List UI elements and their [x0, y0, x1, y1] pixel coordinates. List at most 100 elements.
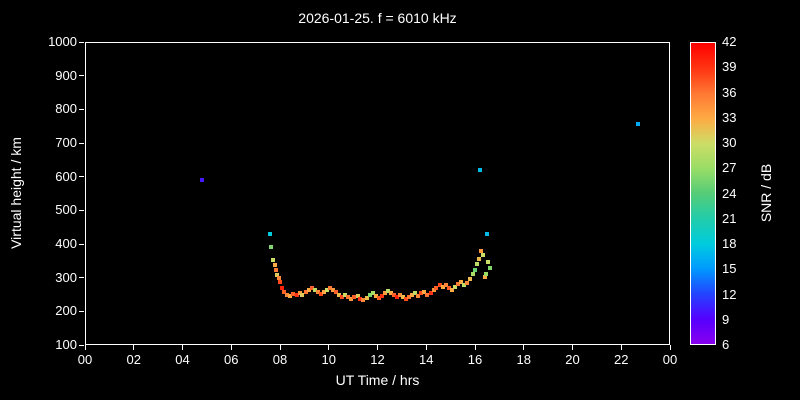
- data-point: [278, 280, 283, 285]
- y-tick-label: 1000: [48, 34, 77, 49]
- data-point: [485, 231, 490, 236]
- data-point: [268, 231, 273, 236]
- colorbar-tick-label: 36: [722, 84, 737, 100]
- y-tick: [79, 75, 84, 77]
- x-tick: [425, 345, 427, 350]
- data-point: [479, 249, 484, 254]
- data-point: [379, 293, 384, 298]
- colorbar-tick-label: 42: [722, 34, 737, 49]
- x-tick-label: 16: [467, 352, 483, 367]
- data-point: [297, 291, 302, 296]
- colorbar-tick-label: 6: [722, 337, 730, 352]
- x-tick-label: 12: [370, 352, 385, 367]
- data-point: [331, 288, 336, 293]
- data-point: [404, 296, 409, 301]
- x-tick: [182, 345, 183, 350]
- y-tick: [79, 108, 84, 110]
- data-point: [343, 292, 348, 297]
- colorbar-tick-label: 39: [722, 59, 737, 75]
- y-tick-label: 200: [55, 303, 77, 319]
- data-point: [477, 167, 482, 172]
- data-point: [294, 293, 299, 298]
- data-point: [453, 285, 457, 290]
- x-tick: [377, 345, 378, 350]
- data-point: [321, 289, 326, 294]
- y-tick: [79, 243, 84, 245]
- data-point: [480, 253, 485, 258]
- x-tick-label: 14: [419, 352, 434, 367]
- data-point: [431, 288, 436, 293]
- data-point: [382, 291, 387, 296]
- data-point: [364, 295, 369, 300]
- x-tick: [133, 345, 135, 350]
- data-point: [349, 296, 354, 301]
- chart-title: 2026-01-25. f = 6010 kHz: [298, 10, 457, 26]
- data-point: [273, 268, 278, 273]
- data-point: [361, 297, 366, 302]
- x-tick-label: 22: [614, 352, 629, 367]
- data-point: [276, 276, 281, 281]
- data-point: [468, 277, 473, 281]
- data-point: [315, 290, 320, 295]
- data-point: [416, 293, 421, 298]
- colorbar-tick-label: 15: [722, 261, 737, 277]
- data-point: [324, 287, 329, 292]
- data-point: [312, 288, 317, 293]
- data-point: [370, 290, 375, 295]
- data-point: [474, 261, 479, 266]
- x-axis-label: UT Time / hrs: [335, 372, 420, 388]
- data-point: [437, 283, 442, 288]
- data-point: [422, 289, 427, 294]
- data-point: [428, 291, 433, 296]
- x-tick: [230, 345, 232, 350]
- data-point: [373, 293, 378, 298]
- y-tick: [79, 176, 84, 178]
- x-tick: [523, 345, 525, 350]
- y-axis-label: Virtual height / km: [8, 137, 24, 249]
- data-point: [410, 292, 415, 297]
- x-tick-label: 08: [272, 352, 288, 367]
- data-point: [300, 292, 305, 297]
- y-tick: [79, 209, 84, 211]
- data-point: [473, 268, 477, 273]
- data-point: [334, 290, 339, 295]
- data-point: [200, 178, 204, 183]
- x-tick-label: 18: [516, 352, 531, 367]
- data-point: [462, 283, 467, 288]
- y-tick: [79, 344, 84, 346]
- data-point: [367, 293, 372, 298]
- colorbar-tick-label: 27: [722, 160, 737, 176]
- data-point: [270, 258, 275, 263]
- data-point: [449, 287, 454, 292]
- x-tick: [669, 345, 671, 350]
- y-tick-label: 500: [55, 202, 77, 218]
- colorbar-tick-label: 18: [722, 236, 737, 251]
- data-point: [458, 280, 463, 285]
- y-tick-label: 400: [55, 236, 77, 251]
- data-point: [336, 292, 341, 297]
- data-point: [376, 295, 381, 300]
- data-point: [318, 291, 323, 296]
- data-point: [443, 283, 448, 288]
- data-point: [425, 293, 430, 298]
- data-point: [483, 271, 488, 276]
- data-point: [272, 262, 277, 267]
- y-tick-label: 300: [55, 269, 77, 285]
- data-point: [275, 272, 280, 277]
- x-tick: [84, 345, 86, 350]
- data-point: [471, 272, 476, 277]
- colorbar-tick-label: 33: [722, 109, 737, 125]
- data-point: [340, 294, 345, 299]
- y-tick: [79, 310, 84, 312]
- data-point: [395, 294, 399, 299]
- data-point: [392, 293, 397, 298]
- y-tick: [79, 277, 84, 279]
- y-tick-label: 700: [55, 135, 77, 150]
- x-tick-label: 10: [321, 352, 336, 367]
- data-point: [401, 295, 406, 300]
- data-point: [268, 244, 273, 249]
- colorbar-tick-label: 30: [722, 135, 737, 150]
- data-point: [303, 289, 308, 294]
- x-tick-label: 02: [126, 352, 141, 367]
